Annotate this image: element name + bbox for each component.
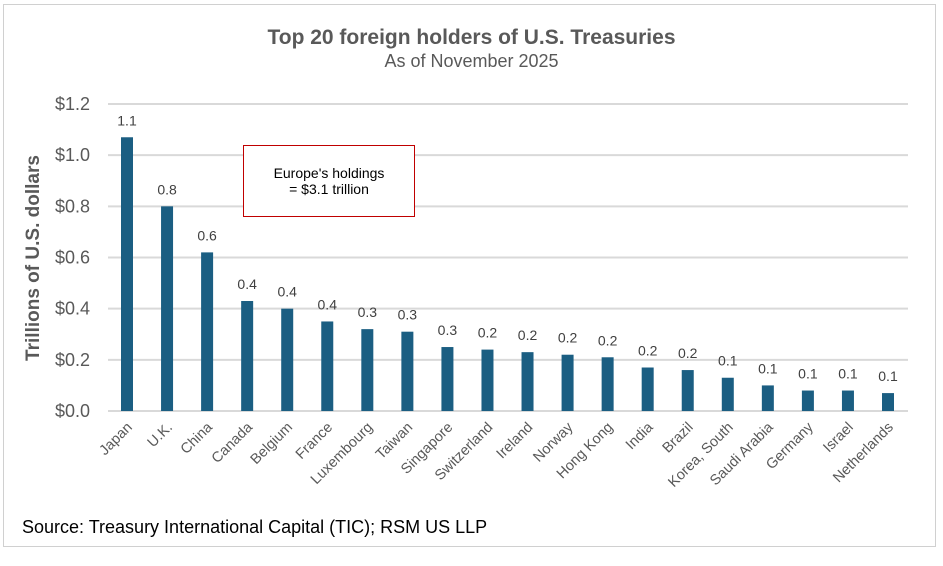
bar (441, 347, 454, 411)
y-tick-label: $1.2 (55, 94, 90, 114)
y-tick-label: $0.4 (55, 299, 90, 319)
x-tick-label: Brazil (660, 420, 697, 457)
y-tick-label: $0.0 (55, 401, 90, 421)
data-label: 0.3 (438, 322, 458, 338)
x-axis-ticks: Japan U.K. ChinaCanadaBelgiumFranceLuxembo… (97, 419, 897, 491)
data-label: 0.3 (398, 307, 418, 323)
y-tick-label: $0.6 (55, 248, 90, 268)
data-label: 0.3 (358, 304, 378, 320)
bar (241, 300, 254, 411)
data-label: 0.2 (598, 332, 618, 348)
data-label: 0.6 (197, 227, 217, 243)
bar (801, 390, 814, 411)
bar (641, 367, 654, 411)
bar (761, 385, 774, 411)
x-tick-label: China (178, 419, 217, 458)
data-label: 0.4 (318, 296, 338, 312)
bar (281, 308, 294, 411)
annotation-line-1: Europe's holdings (273, 165, 385, 181)
data-label: 0.1 (878, 368, 898, 384)
y-tick-label: $1.0 (55, 145, 90, 165)
x-tick-label: India (623, 419, 657, 453)
chart-frame (3, 4, 936, 547)
data-label: 0.1 (798, 366, 818, 382)
bar (561, 354, 574, 411)
y-tick-label: $0.8 (55, 196, 90, 216)
bar (321, 321, 334, 411)
x-tick-label: Japan (97, 420, 136, 459)
data-labels: 1.1 0.8 0.6 0.4 0.4 0.4 0.3 0.3 0.3 0.2 0.2 0.2 0.2 0… (117, 112, 898, 384)
y-tick-label: $0.2 (55, 350, 90, 370)
annotation-line-2: = $3.1 trillion (289, 181, 369, 197)
x-tick-label: U.K. (145, 420, 176, 451)
data-label: 0.1 (758, 360, 778, 376)
data-label: 0.2 (678, 345, 698, 361)
y-axis-label: Trillions of U.S. dollars (23, 155, 44, 361)
x-tick-label: Belgium (248, 420, 296, 468)
bar (882, 393, 894, 411)
bar (841, 390, 854, 411)
bars (121, 137, 894, 411)
bar (121, 137, 133, 411)
source-note: Source: Treasury International Capital (… (22, 517, 488, 537)
bar (521, 352, 534, 411)
x-tick-label: Israel (820, 420, 856, 456)
bar (721, 377, 734, 411)
data-label: 0.2 (558, 330, 578, 346)
data-label: 0.1 (838, 366, 858, 382)
bar (401, 331, 414, 411)
data-label: 0.4 (237, 276, 257, 292)
data-label: 0.1 (718, 353, 738, 369)
data-label: 0.2 (518, 327, 538, 343)
bar (361, 329, 374, 411)
bar (161, 206, 174, 411)
y-axis-ticks: $0.0 $0.2 $0.4 $0.6 $0.8 $1.0 $1.2 (55, 94, 90, 421)
data-label: 0.2 (478, 325, 498, 341)
bar (601, 357, 614, 411)
bar (681, 370, 694, 411)
chart-title: Top 20 foreign holders of U.S. Treasurie… (267, 26, 676, 49)
data-label: 0.8 (157, 181, 177, 197)
chart-subtitle: As of November 2025 (384, 51, 559, 71)
bar (201, 252, 214, 411)
x-tick-label: Ireland (494, 420, 537, 463)
data-label: 1.1 (117, 112, 137, 128)
data-label: 0.4 (277, 284, 297, 300)
bar (481, 349, 494, 411)
data-label: 0.2 (638, 343, 658, 359)
gridlines (108, 103, 908, 412)
europe-annotation-box: Europe's holdings = $3.1 trillion (243, 145, 415, 217)
